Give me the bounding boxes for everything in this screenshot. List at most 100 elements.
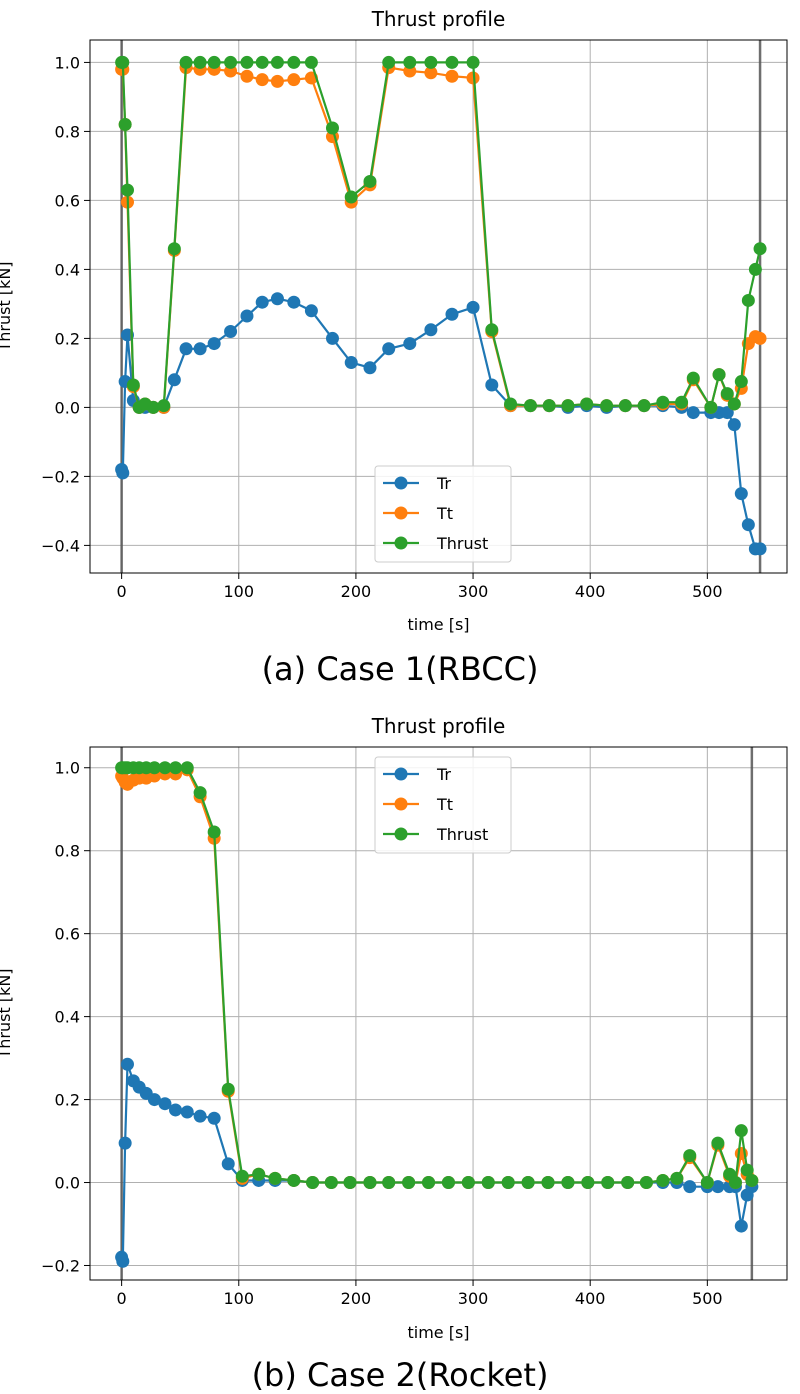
data-point-thrust bbox=[343, 1176, 357, 1190]
legend-label: Tr bbox=[436, 765, 451, 784]
data-point-tt bbox=[255, 73, 269, 87]
plot-frame bbox=[89, 39, 788, 574]
x-tick-label: 100 bbox=[223, 1289, 254, 1308]
data-point-thrust bbox=[740, 1163, 754, 1177]
plot-area bbox=[115, 761, 759, 1268]
data-point-thrust bbox=[363, 1176, 377, 1190]
legend-box bbox=[374, 756, 512, 854]
data-point-tr bbox=[403, 337, 417, 351]
data-point-thrust bbox=[621, 1176, 635, 1190]
data-point-thrust bbox=[728, 1176, 742, 1190]
data-point-thrust bbox=[382, 55, 396, 69]
data-point-thrust bbox=[601, 1176, 615, 1190]
y-tick-label: 0.8 bbox=[55, 122, 80, 141]
data-point-tr bbox=[445, 307, 459, 321]
y-tick-label: 0.4 bbox=[55, 260, 80, 279]
legend-box bbox=[374, 465, 512, 563]
data-point-thrust bbox=[158, 761, 172, 775]
data-point-thrust bbox=[637, 399, 651, 413]
series-line-thrust bbox=[121, 61, 762, 409]
data-point-thrust bbox=[704, 400, 718, 414]
x-axis-label: time [s] bbox=[407, 615, 469, 634]
data-point-thrust bbox=[179, 55, 193, 69]
data-point-thrust bbox=[382, 1176, 396, 1190]
data-point-thrust bbox=[712, 368, 726, 382]
legend-label: Thrust bbox=[436, 825, 488, 844]
data-point-thrust bbox=[600, 399, 614, 413]
data-point-tt bbox=[445, 69, 459, 83]
data-point-thrust bbox=[324, 1176, 338, 1190]
data-point-thrust bbox=[542, 399, 556, 413]
series-line-tr bbox=[120, 1063, 753, 1263]
data-point-tr bbox=[207, 337, 221, 351]
data-point-tr bbox=[363, 361, 377, 375]
data-point-thrust bbox=[581, 1176, 595, 1190]
data-point-thrust bbox=[656, 1173, 670, 1187]
data-point-tr bbox=[720, 406, 734, 420]
data-point-tr bbox=[325, 331, 339, 345]
x-tick-label: 300 bbox=[458, 582, 489, 601]
data-point-tr bbox=[224, 325, 238, 339]
data-point-thrust bbox=[485, 323, 499, 337]
data-point-tr bbox=[711, 1180, 725, 1194]
data-point-thrust bbox=[720, 387, 734, 401]
x-tick-label: 0 bbox=[117, 582, 127, 601]
data-point-tr bbox=[270, 292, 284, 306]
x-tick-label: 500 bbox=[692, 1289, 723, 1308]
data-point-thrust bbox=[120, 183, 134, 197]
x-tick-label: 0 bbox=[117, 1289, 127, 1308]
legend-label: Tt bbox=[436, 504, 453, 523]
data-point-thrust bbox=[700, 1176, 714, 1190]
data-point-thrust bbox=[180, 761, 194, 775]
data-point-tt bbox=[466, 71, 480, 85]
data-point-thrust bbox=[711, 1136, 725, 1150]
y-tick-label: 1.0 bbox=[55, 759, 80, 778]
y-tick-label: 0.6 bbox=[55, 925, 80, 944]
data-point-tr bbox=[118, 1136, 132, 1150]
legend: Tr Tt Thrust bbox=[374, 465, 512, 563]
legend-swatch-marker bbox=[394, 536, 408, 550]
data-point-thrust bbox=[481, 1176, 495, 1190]
data-point-thrust bbox=[727, 397, 741, 411]
data-point-thrust bbox=[193, 786, 207, 800]
x-tick-label: 200 bbox=[341, 1289, 372, 1308]
data-point-thrust bbox=[169, 761, 183, 775]
x-tick-label: 400 bbox=[575, 582, 606, 601]
x-axis-label: time [s] bbox=[407, 1323, 469, 1342]
data-point-thrust bbox=[745, 1173, 759, 1187]
data-point-tr bbox=[686, 406, 700, 420]
y-tick-label: 0.2 bbox=[55, 1091, 80, 1110]
legend-swatch-marker bbox=[394, 506, 408, 520]
data-point-tr bbox=[466, 300, 480, 314]
chart-title: Thrust profile bbox=[371, 714, 506, 738]
data-point-thrust bbox=[252, 1167, 266, 1181]
legend-label: Tr bbox=[436, 474, 451, 493]
data-point-tr bbox=[727, 418, 741, 432]
data-point-thrust bbox=[741, 293, 755, 307]
legend-swatch-marker bbox=[394, 827, 408, 841]
legend-label: Tt bbox=[436, 795, 453, 814]
data-point-thrust bbox=[287, 1173, 301, 1187]
y-axis-label: Thrust [kN] bbox=[0, 261, 14, 352]
data-point-thrust bbox=[157, 399, 171, 413]
x-tick-label: 300 bbox=[458, 1289, 489, 1308]
data-point-thrust bbox=[126, 378, 140, 392]
legend-swatch-marker bbox=[394, 767, 408, 781]
chart-caption: (b) Case 2(Rocket) bbox=[252, 1356, 549, 1394]
data-point-tr bbox=[304, 304, 318, 318]
data-point-thrust bbox=[523, 399, 537, 413]
y-tick-label: 0.0 bbox=[55, 1174, 80, 1193]
data-point-thrust bbox=[445, 55, 459, 69]
data-point-tr bbox=[344, 356, 358, 370]
data-point-thrust bbox=[207, 825, 221, 839]
data-point-thrust bbox=[287, 55, 301, 69]
data-point-tt bbox=[287, 73, 301, 87]
data-point-tr bbox=[158, 1097, 172, 1111]
data-point-thrust bbox=[580, 397, 594, 411]
data-point-thrust bbox=[675, 395, 689, 409]
data-point-tr bbox=[221, 1157, 235, 1171]
data-point-thrust bbox=[306, 1176, 320, 1190]
data-point-tr bbox=[179, 342, 193, 356]
data-point-thrust bbox=[734, 1124, 748, 1138]
